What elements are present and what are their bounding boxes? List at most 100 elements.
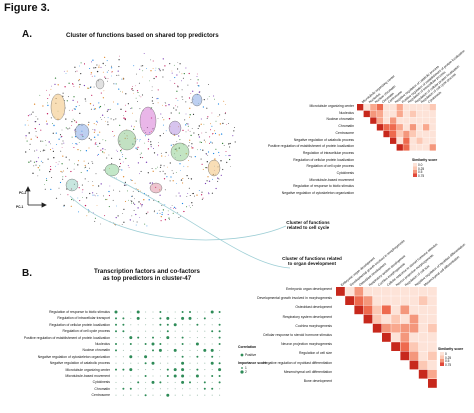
scatter-point [181, 202, 184, 205]
scatter-point [162, 132, 165, 134]
dot-matrix-point [182, 330, 184, 332]
dot-matrix-point [122, 356, 124, 358]
dot-matrix-point [144, 343, 147, 345]
scatter-point [46, 123, 48, 125]
scatter-point [168, 217, 170, 219]
scatter-point [138, 82, 140, 84]
scatter-point [59, 134, 62, 136]
dot-matrix-point [152, 317, 154, 319]
scatter-point [108, 206, 110, 208]
scatter-point [97, 154, 98, 156]
dot-matrix-point [159, 330, 161, 332]
scatter-point [145, 161, 148, 163]
scatter-point [198, 125, 200, 127]
heatmap-cell [391, 305, 400, 315]
scatter-point [103, 90, 105, 92]
heatmap-cell [345, 287, 354, 296]
scatter-point [138, 95, 140, 97]
scatter-point [36, 160, 38, 163]
scatter-point [133, 210, 135, 211]
heatmap-cell [400, 351, 410, 361]
scatter-point [134, 203, 136, 205]
dot-matrix-point [145, 349, 147, 351]
scatter-point [191, 193, 193, 195]
dot-matrix-point [137, 394, 139, 396]
dot-matrix-point [166, 368, 169, 371]
pc2-arrow [25, 186, 31, 192]
scatter-point [182, 182, 184, 184]
scatter-point [221, 142, 224, 145]
heatmap-cell [428, 323, 437, 333]
scatter-point [78, 211, 80, 213]
dot-matrix-point [115, 356, 117, 358]
scatter-point [162, 170, 164, 172]
heatmap1-cells [357, 104, 436, 151]
scatter-point [122, 213, 124, 214]
heatmap1-row-label: Microtubule-based movement [309, 177, 354, 182]
heatmap2-row-label: Bone development [303, 379, 332, 383]
scatter-point [194, 156, 196, 158]
scatter-point [87, 181, 89, 182]
scatter-point [188, 177, 190, 179]
scatter-point [139, 156, 142, 159]
legend-positive-dot [240, 353, 244, 357]
dot-matrix-point [115, 317, 117, 320]
scatter-point [83, 84, 86, 87]
scatter-point [116, 177, 117, 179]
heatmap-cell [396, 130, 403, 138]
scatter-point [179, 163, 181, 165]
heatmap1-legend-value: 0.75 [418, 173, 425, 178]
scatter-point [132, 112, 134, 114]
scatter-point [160, 220, 162, 222]
scatter-point [66, 70, 68, 72]
dot-matrix-point [167, 388, 169, 390]
scatter-point [103, 56, 106, 59]
heatmap-cell [400, 323, 410, 333]
heatmap-cell [409, 287, 419, 296]
scatter-point [69, 127, 71, 129]
heatmap2-row-label: Cochlea morphogenesis [295, 323, 332, 328]
connector-curves [69, 175, 291, 269]
scatter-point [192, 113, 195, 116]
scatter-point [182, 99, 184, 100]
scatter-point [159, 171, 161, 173]
dot-matrix-point [188, 316, 192, 320]
scatter-point [102, 195, 104, 197]
scatter-point [220, 160, 222, 162]
scatter-point [113, 83, 115, 85]
scatter-point [106, 198, 108, 200]
scatter-point [53, 124, 55, 127]
scatter-point [214, 130, 216, 132]
scatter-point [25, 137, 27, 139]
dot-matrix-point [145, 311, 147, 313]
scatter-point [90, 108, 92, 110]
dot-matrix-point [122, 368, 125, 371]
dot-matrix-point [218, 330, 221, 333]
scatter-point [88, 211, 90, 213]
scatter-point [136, 73, 137, 75]
heatmap-cell [409, 323, 419, 333]
scatter-point [77, 160, 79, 162]
scatter-point [35, 164, 37, 166]
dot-matrix-point [115, 368, 117, 371]
scatter-point [159, 212, 161, 214]
scatter-point [179, 63, 181, 65]
scatter-point [136, 148, 138, 150]
scatter-point [213, 133, 214, 134]
heatmap-cell [428, 342, 437, 351]
scatter-point [151, 100, 154, 102]
scatter-point [98, 64, 100, 66]
scatter-point [73, 96, 75, 98]
scatter-point [147, 138, 150, 141]
dot-matrix-point [129, 387, 132, 390]
scatter-point [212, 152, 215, 155]
scatter-point [54, 83, 56, 86]
scatter-point [60, 136, 62, 138]
scatter-point [185, 131, 187, 133]
scatter-point [92, 185, 94, 187]
scatter-point [137, 101, 138, 103]
scatter-point [171, 205, 173, 206]
scatter-point [37, 175, 39, 177]
dot-matrix-point [204, 394, 206, 396]
scatter-point [66, 167, 68, 169]
